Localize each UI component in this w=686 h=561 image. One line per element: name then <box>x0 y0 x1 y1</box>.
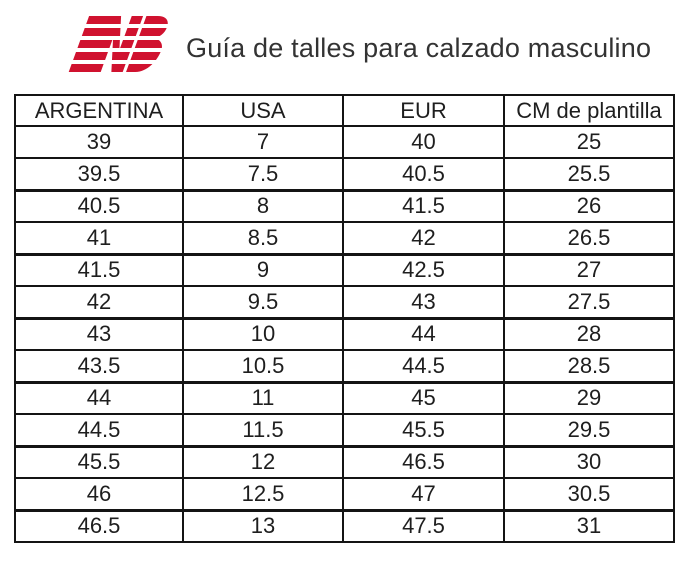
column-header: ARGENTINA <box>14 94 184 127</box>
table-row: 42 9.5 43 27.5 <box>14 285 675 320</box>
size-cell: 41.5 <box>342 189 505 223</box>
size-cell: 26 <box>503 189 675 223</box>
size-cell: 42 <box>14 285 184 320</box>
size-cell: 31 <box>503 509 675 543</box>
column-header: EUR <box>342 94 505 127</box>
size-cell: 29 <box>503 381 675 415</box>
size-cell: 9 <box>182 253 344 287</box>
size-cell: 43 <box>14 317 184 351</box>
nb-letters <box>68 16 168 72</box>
size-table-header: ARGENTINA USA EUR CM de plantilla <box>14 94 675 127</box>
size-cell: 25 <box>503 125 675 159</box>
size-cell: 47 <box>342 477 505 512</box>
size-cell: 8 <box>182 189 344 223</box>
size-cell: 44 <box>342 317 505 351</box>
size-cell: 8.5 <box>182 221 344 256</box>
size-cell: 41.5 <box>14 253 184 287</box>
size-cell: 12 <box>182 445 344 479</box>
size-cell: 40 <box>342 125 505 159</box>
size-cell: 47.5 <box>342 509 505 543</box>
table-row: 41 8.5 42 26.5 <box>14 221 675 256</box>
size-cell: 44 <box>14 381 184 415</box>
size-cell: 30 <box>503 445 675 479</box>
size-cell: 40.5 <box>14 189 184 223</box>
table-row: 39.5 7.5 40.5 25.5 <box>14 157 675 192</box>
size-cell: 7 <box>182 125 344 159</box>
size-cell: 30.5 <box>503 477 675 512</box>
table-row: 46.5 13 47.5 31 <box>14 509 675 543</box>
table-row: 45.5 12 46.5 30 <box>14 445 675 479</box>
table-row: 39 7 40 25 <box>14 125 675 159</box>
size-cell: 11 <box>182 381 344 415</box>
size-cell: 42 <box>342 221 505 256</box>
size-cell: 44.5 <box>14 413 184 448</box>
size-cell: 7.5 <box>182 157 344 192</box>
size-cell: 45 <box>342 381 505 415</box>
size-cell: 28 <box>503 317 675 351</box>
size-table-body: 39 7 40 25 39.5 7.5 40.5 25.5 40.5 8 41.5 26 41 8.5 42… <box>14 125 675 543</box>
size-cell: 11.5 <box>182 413 344 448</box>
table-row: 41.5 9 42.5 27 <box>14 253 675 287</box>
size-cell: 27.5 <box>503 285 675 320</box>
size-cell: 10.5 <box>182 349 344 384</box>
size-cell: 42.5 <box>342 253 505 287</box>
table-row: 44.5 11.5 45.5 29.5 <box>14 413 675 448</box>
table-row: 43 10 44 28 <box>14 317 675 351</box>
column-header: USA <box>182 94 344 127</box>
size-cell: 29.5 <box>503 413 675 448</box>
size-cell: 45.5 <box>14 445 184 479</box>
size-cell: 46.5 <box>14 509 184 543</box>
header-row: ARGENTINA USA EUR CM de plantilla <box>14 94 675 127</box>
size-cell: 44.5 <box>342 349 505 384</box>
size-cell: 41 <box>14 221 184 256</box>
size-cell: 45.5 <box>342 413 505 448</box>
size-cell: 39 <box>14 125 184 159</box>
size-cell: 39.5 <box>14 157 184 192</box>
size-cell: 10 <box>182 317 344 351</box>
size-cell: 27 <box>503 253 675 287</box>
logo-stripe-cuts <box>86 24 172 64</box>
new-balance-logo <box>68 16 172 72</box>
table-row: 44 11 45 29 <box>14 381 675 415</box>
size-cell: 26.5 <box>503 221 675 256</box>
size-table: ARGENTINA USA EUR CM de plantilla 39 7 40 25 39… <box>14 94 675 543</box>
page-title: Guía de talles para calzado masculino <box>186 33 652 63</box>
size-cell: 43.5 <box>14 349 184 384</box>
size-cell: 40.5 <box>342 157 505 192</box>
size-cell: 25.5 <box>503 157 675 192</box>
size-cell: 13 <box>182 509 344 543</box>
size-cell: 9.5 <box>182 285 344 320</box>
size-cell: 28.5 <box>503 349 675 384</box>
table-row: 46 12.5 47 30.5 <box>14 477 675 512</box>
size-cell: 43 <box>342 285 505 320</box>
size-cell: 46 <box>14 477 184 512</box>
column-header: CM de plantilla <box>503 94 675 127</box>
table-row: 40.5 8 41.5 26 <box>14 189 675 223</box>
size-cell: 46.5 <box>342 445 505 479</box>
size-cell: 12.5 <box>182 477 344 512</box>
table-row: 43.5 10.5 44.5 28.5 <box>14 349 675 384</box>
